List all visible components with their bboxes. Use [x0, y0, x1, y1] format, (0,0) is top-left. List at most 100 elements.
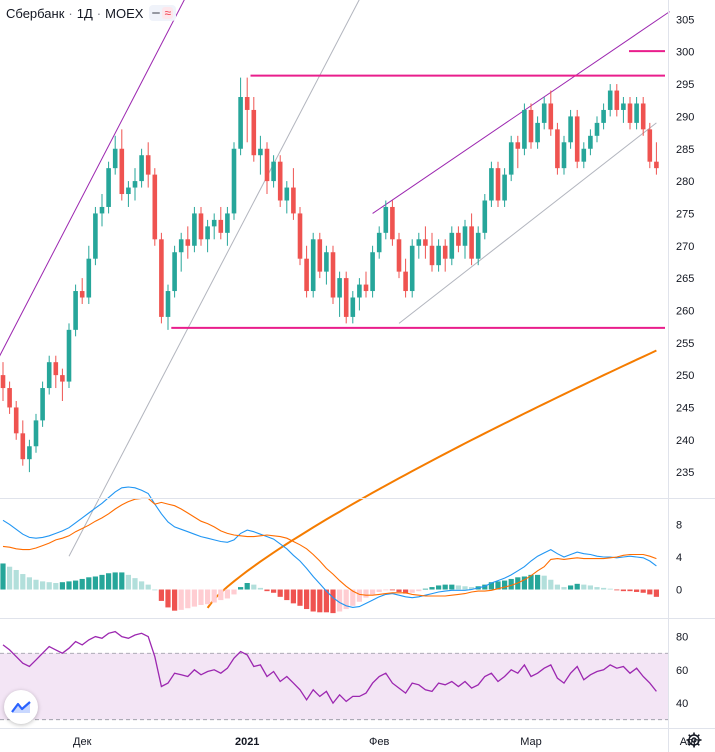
macd-histogram-bar: [554, 584, 560, 590]
candle-body: [436, 245, 441, 266]
macd-histogram-bar: [145, 584, 151, 590]
candle-body: [568, 116, 573, 143]
macd-histogram-bar: [257, 587, 263, 590]
candle-body: [132, 181, 138, 188]
macd-histogram-bar: [26, 577, 32, 590]
symbol-name[interactable]: Сбербанк: [6, 5, 65, 21]
interval-label[interactable]: 1Д: [76, 5, 93, 21]
price-tick-label: 270: [676, 241, 694, 253]
candle-body: [99, 206, 105, 214]
macd-histogram-bar: [627, 589, 633, 592]
macd-histogram-bar: [389, 589, 395, 591]
candle-body: [139, 155, 144, 182]
macd-tick-label: 4: [676, 552, 682, 564]
macd-tick-label: 0: [676, 585, 682, 597]
macd-histogram-bar: [594, 587, 600, 590]
macd-histogram-bar: [482, 584, 488, 590]
candle-body: [482, 200, 488, 233]
left-trend-line: [68, 0, 360, 557]
macd-histogram-bar: [178, 589, 184, 610]
tradingview-logo-icon[interactable]: [4, 690, 38, 724]
chart-legend-header: Сбербанк · 1Д · MOEX ≈: [6, 4, 177, 22]
macd-histogram-bar: [33, 579, 39, 590]
macd-histogram-bar: [535, 574, 541, 590]
drawing-tools-layer: [0, 0, 670, 557]
macd-histogram-bar: [106, 573, 112, 590]
price-tick-label: 295: [676, 79, 694, 91]
macd-histogram-bar: [581, 584, 587, 590]
macd-histogram-bar: [574, 583, 580, 590]
candle-body: [33, 420, 39, 447]
macd-histogram-bar: [112, 572, 118, 590]
candle-body: [614, 90, 620, 110]
candle-body: [13, 407, 19, 434]
candle-body: [409, 245, 415, 292]
candlestick-series: [0, 77, 659, 473]
price-axis: 235 240 245 250 255 260 265 270 275 280 285 290 295 3…: [676, 14, 694, 479]
macd-histogram-bar: [13, 569, 19, 590]
time-tick-label: Мар: [520, 736, 542, 748]
macd-histogram-bar: [383, 589, 389, 591]
macd-histogram-bar: [469, 587, 475, 590]
macd-histogram-bar: [541, 575, 547, 590]
macd-histogram-bar: [191, 589, 197, 607]
macd-histogram-bar: [284, 589, 290, 601]
candle-body: [475, 232, 481, 259]
candle-body: [601, 109, 606, 123]
price-tick-label: 275: [676, 208, 694, 220]
candle-body: [185, 239, 191, 246]
macd-histogram-bar: [409, 589, 415, 593]
macd-histogram-bar: [53, 583, 59, 590]
candle-body: [522, 109, 527, 149]
time-tick-label: 2021: [235, 736, 259, 748]
macd-histogram-bar: [614, 589, 620, 591]
candle-body: [126, 187, 131, 195]
macd-histogram-bar: [238, 587, 244, 590]
macd-line: [2, 486, 657, 608]
candle-body: [396, 239, 402, 272]
candle-body: [198, 213, 204, 240]
macd-histogram-bar: [356, 589, 362, 602]
macd-histogram-bar: [152, 589, 158, 591]
candle-body: [53, 362, 59, 376]
macd-histogram-bar: [139, 581, 145, 590]
macd-histogram-bar: [251, 584, 257, 590]
macd-histogram-bar: [449, 584, 455, 590]
candle-body: [456, 232, 461, 246]
candle-body: [310, 239, 316, 292]
candle-body: [178, 239, 184, 253]
macd-histogram-bar: [7, 566, 13, 590]
macd-histogram-bar: [132, 578, 138, 590]
candle-body: [403, 271, 408, 292]
candle-body: [330, 252, 336, 298]
macd-histogram-bar: [403, 589, 409, 594]
macd-histogram-bar: [640, 589, 646, 593]
macd-histogram-bar: [350, 589, 356, 606]
candle-body: [429, 245, 435, 266]
price-tick-label: 250: [676, 370, 694, 382]
macd-histogram-bar: [119, 572, 125, 590]
candle-body: [317, 239, 323, 272]
price-tick-label: 285: [676, 144, 694, 156]
macd-histogram-bar: [422, 588, 428, 590]
price-tick-label: 235: [676, 467, 694, 479]
macd-histogram-bar: [508, 578, 514, 590]
macd-histogram-bar: [165, 589, 171, 608]
macd-histogram-bar: [620, 589, 626, 592]
macd-histogram-bar: [185, 589, 191, 609]
macd-histogram-bar: [40, 581, 46, 590]
macd-histogram-bar: [317, 589, 323, 613]
macd-histogram-bar: [601, 587, 607, 590]
candle-body: [165, 291, 171, 317]
gear-icon[interactable]: [684, 730, 704, 750]
macd-histogram-bar: [59, 582, 65, 590]
rsi-line: [2, 630, 657, 705]
candle-body: [277, 161, 283, 201]
candle-body: [264, 148, 270, 182]
time-tick-label: Фев: [369, 736, 389, 748]
moving-average-layer: [206, 349, 657, 609]
indicator-toggle-button[interactable]: ≈: [149, 5, 177, 21]
candle-body: [390, 206, 395, 240]
candle-body: [350, 297, 356, 317]
